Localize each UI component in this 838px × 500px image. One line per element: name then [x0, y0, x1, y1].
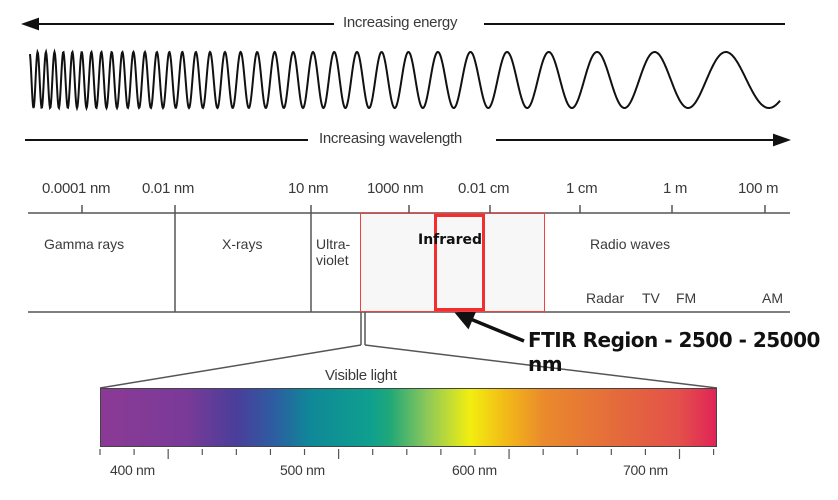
visible-tick-label: 400 nm: [110, 462, 155, 478]
band-uv-2: violet: [316, 252, 349, 268]
band-radio: Radio waves: [590, 236, 671, 252]
visible-fan-right: [364, 344, 718, 389]
band-xrays: X-rays: [222, 236, 263, 252]
scale-tick-label: 1 m: [663, 180, 688, 197]
visible-tick-label: 500 nm: [280, 462, 325, 478]
band-uv-1: Ultra-: [316, 236, 351, 252]
energy-label: Increasing energy: [340, 14, 461, 31]
energy-arrow-head: [21, 17, 39, 31]
scale-tick-label: 100 m: [738, 180, 779, 197]
scale-tick-label: 0.0001 nm: [42, 180, 111, 197]
visible-tick-label: 600 nm: [452, 462, 497, 478]
ftir-arrow-line: [467, 316, 525, 343]
ftir-highlight-box: [434, 214, 485, 311]
visible-light-title: Visible light: [325, 367, 397, 384]
band-am: AM: [762, 290, 783, 306]
band-gamma: Gamma rays: [44, 236, 125, 252]
band-tv: TV: [642, 290, 660, 306]
visible-fan-left: [99, 344, 362, 389]
scale-tick-label: 10 nm: [288, 180, 329, 197]
infrared-region: [360, 213, 545, 312]
band-fm: FM: [676, 290, 697, 306]
ftir-arrow-head: [454, 309, 477, 330]
band-radar: Radar: [586, 290, 625, 306]
visible-spectrum-bar: [100, 388, 717, 447]
scale-tick-label: 1000 nm: [367, 180, 424, 197]
band-infrared: Infrared: [418, 232, 483, 248]
scale-tick-label: 0.01 cm: [458, 180, 510, 197]
scale-tick-label: 1 cm: [566, 180, 598, 197]
visible-tick-label: 700 nm: [623, 462, 668, 478]
wave: [29, 48, 781, 112]
scale-tick-label: 0.01 nm: [142, 180, 195, 197]
wavelength-label: Increasing wavelength: [316, 130, 465, 147]
ftir-annotation: FTIR Region - 2500 - 25000 nm: [528, 328, 820, 376]
wavelength-arrow-head: [773, 133, 791, 147]
